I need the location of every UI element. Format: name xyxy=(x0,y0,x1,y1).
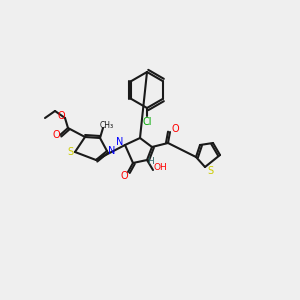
Text: S: S xyxy=(207,166,213,176)
Text: O: O xyxy=(171,124,179,134)
Text: O: O xyxy=(57,111,65,121)
Text: O: O xyxy=(120,171,128,181)
Text: OH: OH xyxy=(153,164,167,172)
Text: N: N xyxy=(108,146,116,156)
Text: H: H xyxy=(148,158,154,166)
Text: O: O xyxy=(52,130,60,140)
Text: N: N xyxy=(116,137,124,147)
Text: S: S xyxy=(67,147,73,157)
Text: CH₃: CH₃ xyxy=(100,121,114,130)
Text: Cl: Cl xyxy=(142,117,152,127)
